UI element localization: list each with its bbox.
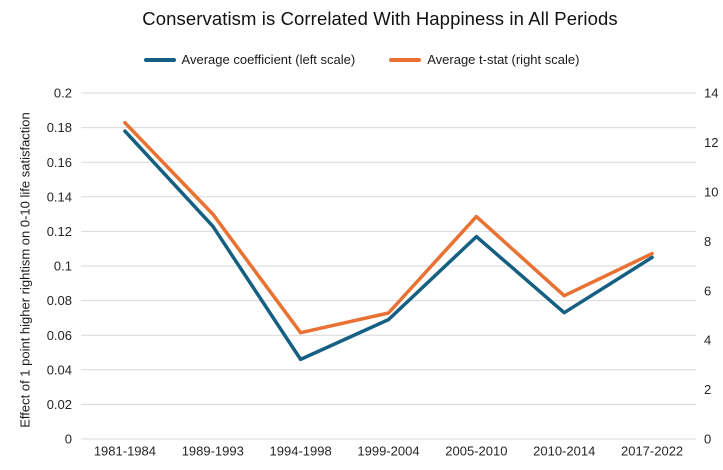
y-right-tick-label: 2 — [704, 382, 711, 397]
y-right-tick-label: 0 — [704, 432, 711, 447]
x-tick-label: 1999-2004 — [357, 444, 419, 459]
legend-line-swatch-tstat — [389, 57, 422, 62]
y-right-tick-label: 14 — [704, 86, 718, 101]
y-left-tick-label: 0.14 — [47, 189, 72, 204]
x-tick-label: 2017-2022 — [621, 444, 683, 459]
legend-item-coefficient: Average coefficient (left scale) — [143, 52, 356, 67]
series-line-tstat — [123, 120, 654, 335]
legend-line-swatch-coefficient — [143, 57, 176, 62]
y-left-tick-label: 0.1 — [54, 259, 72, 274]
x-tick-label: 2010-2014 — [533, 444, 595, 459]
y-right-tick-label: 12 — [704, 135, 718, 150]
chart-legend: Average coefficient (left scale) Average… — [0, 52, 723, 67]
legend-label-tstat: Average t-stat (right scale) — [427, 52, 580, 67]
y-right-tick-label: 8 — [704, 234, 711, 249]
x-tick-label: 2005-2010 — [445, 444, 507, 459]
legend-item-tstat: Average t-stat (right scale) — [389, 52, 579, 67]
y-left-tick-label: 0.06 — [47, 328, 72, 343]
x-tick-label: 1981-1984 — [94, 444, 156, 459]
y-right-tick-label: 6 — [704, 283, 711, 298]
legend-label-coefficient: Average coefficient (left scale) — [181, 52, 356, 67]
y-left-tick-label: 0.16 — [47, 155, 72, 170]
x-tick-label: 1994-1998 — [270, 444, 332, 459]
y-right-tick-label: 4 — [704, 333, 711, 348]
series-line-coefficient — [123, 129, 654, 362]
y-left-tick-label: 0.18 — [47, 120, 72, 135]
y-left-tick-label: 0.2 — [54, 86, 72, 101]
y-left-tick-label: 0 — [65, 432, 72, 447]
y-left-tick-label: 0.04 — [47, 362, 72, 377]
y-right-tick-label: 10 — [704, 184, 718, 199]
y-left-tick-label: 0.12 — [47, 224, 72, 239]
y-left-tick-label: 0.02 — [47, 397, 72, 412]
chart-title: Conservatism is Correlated With Happines… — [142, 8, 618, 29]
x-tick-label: 1989-1993 — [182, 444, 244, 459]
y-left-tick-label: 0.08 — [47, 293, 72, 308]
